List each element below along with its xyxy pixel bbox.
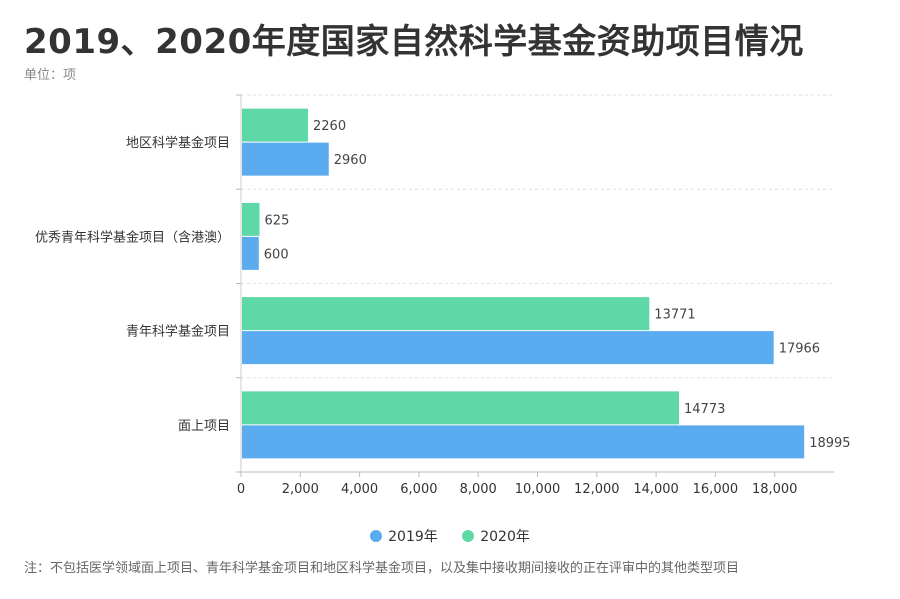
category-label: 青年科学基金项目 — [126, 324, 230, 340]
data-label: 600 — [264, 247, 289, 262]
legend-label-2019: 2019年 — [388, 529, 438, 545]
bar — [242, 425, 805, 459]
category-label: 地区科学基金项目 — [126, 135, 230, 151]
x-tick-label: 12,000 — [574, 482, 620, 497]
x-tick-label: 16,000 — [693, 482, 739, 497]
x-tick-label: 8,000 — [460, 482, 497, 497]
data-label: 2960 — [334, 153, 367, 168]
bar — [242, 297, 650, 331]
legend-item-2019[interactable]: 2019年 — [370, 526, 438, 546]
legend: 2019年 2020年 — [0, 526, 900, 546]
category-label: 优秀青年科学基金项目（含港澳） — [35, 229, 230, 245]
legend-label-2020: 2020年 — [480, 529, 530, 545]
category-label: 面上项目 — [178, 419, 230, 434]
x-tick-label: 10,000 — [515, 482, 561, 497]
data-label: 625 — [265, 213, 290, 228]
chart-title: 2019、2020年度国家自然科学基金资助项目情况 — [24, 22, 804, 62]
bar — [242, 331, 774, 365]
x-tick-label: 6,000 — [400, 482, 437, 497]
data-label: 2260 — [313, 119, 346, 134]
legend-item-2020[interactable]: 2020年 — [462, 526, 530, 546]
data-label: 18995 — [809, 436, 850, 451]
bar — [242, 142, 329, 176]
bar — [242, 202, 260, 236]
data-label: 13771 — [654, 308, 695, 323]
bar — [242, 108, 309, 142]
footnote: 注：不包括医学领域面上项目、青年科学基金项目和地区科学基金项目，以及集中接收期间… — [24, 561, 740, 576]
legend-swatch-2020 — [462, 530, 475, 542]
unit-label: 单位：项 — [24, 68, 77, 83]
x-tick-label: 18,000 — [752, 482, 798, 497]
data-label: 14773 — [684, 402, 725, 417]
bar — [242, 391, 680, 425]
x-tick-label: 0 — [237, 482, 245, 497]
bar — [242, 236, 259, 270]
x-tick-label: 14,000 — [633, 482, 679, 497]
x-tick-label: 2,000 — [282, 482, 319, 497]
data-label: 17966 — [779, 342, 820, 357]
x-tick-label: 4,000 — [341, 482, 378, 497]
legend-swatch-2019 — [370, 530, 383, 542]
